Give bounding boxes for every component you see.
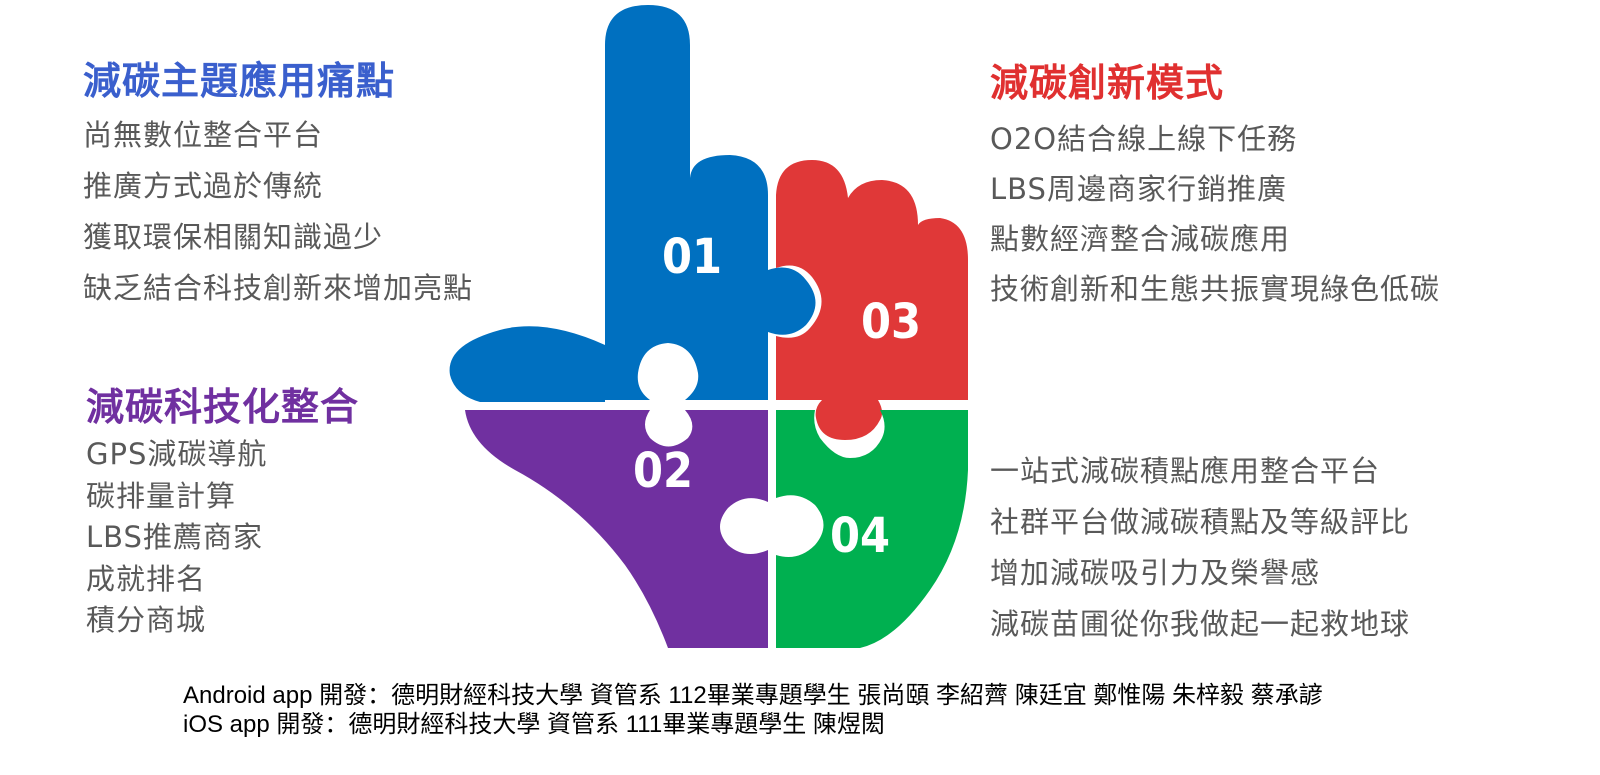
credit-ios: iOS app 開發：德明財經科技大學 資管系 111畢業專題學生 陳煜閎 xyxy=(183,711,885,738)
tech-item: 積分商城 xyxy=(86,603,207,637)
pain-points-heading: 減碳主題應用痛點 xyxy=(83,59,396,103)
tech-item: GPS減碳導航 xyxy=(86,437,268,471)
piece-02-label: 02 xyxy=(633,443,693,499)
innovation-item: 技術創新和生態共振實現綠色低碳 xyxy=(990,272,1441,306)
piece-01-label: 01 xyxy=(662,229,722,285)
tech-item: 碳排量計算 xyxy=(86,478,237,513)
credit-android: Android app 開發：德明財經科技大學 資管系 112畢業專題學生 張尚… xyxy=(183,682,1323,709)
puzzle-piece-01 xyxy=(449,5,816,402)
platform-item: 一站式減碳積點應用整合平台 xyxy=(990,454,1381,488)
puzzle-piece-03 xyxy=(776,160,968,440)
innovation-item: O2O結合線上線下任務 xyxy=(990,122,1298,156)
innovation-item: LBS周邊商家行銷推廣 xyxy=(990,172,1287,206)
piece-02-shape xyxy=(465,410,768,648)
puzzle-piece-04 xyxy=(776,410,968,648)
pain-points-section: 減碳主題應用痛點 尚無數位整合平台 推廣方式過於傳統 獲取環保相關知識過少 缺乏… xyxy=(83,58,473,314)
tech-integration-section: 減碳科技化整合 GPS減碳導航 碳排量計算 LBS推薦商家 成就排名 積分商城 xyxy=(86,384,359,642)
innovation-item: 點數經濟整合減碳應用 xyxy=(990,222,1291,256)
tech-item: LBS推薦商家 xyxy=(86,520,263,554)
platform-item: 減碳苗圃從你我做起一起救地球 xyxy=(990,607,1411,641)
piece-04-shape xyxy=(776,410,968,648)
platform-item: 增加減碳吸引力及榮譽感 xyxy=(990,556,1321,590)
pain-point-item: 推廣方式過於傳統 xyxy=(83,169,324,203)
platform-features-section: 一站式減碳積點應用整合平台 社群平台做減碳積點及等級評比 增加減碳吸引力及榮譽感… xyxy=(990,446,1410,650)
piece-03-shape xyxy=(776,160,968,440)
pain-point-item: 缺乏結合科技創新來增加亮點 xyxy=(83,271,474,305)
innovation-model-section: 減碳創新模式 O2O結合線上線下任務 LBS周邊商家行銷推廣 點數經濟整合減碳應… xyxy=(990,60,1440,314)
platform-item: 社群平台做減碳積點及等級評比 xyxy=(990,505,1411,539)
puzzle-hand-diagram: 01 02 03 04 xyxy=(449,5,968,648)
innovation-model-heading: 減碳創新模式 xyxy=(990,61,1225,105)
tech-integration-heading: 減碳科技化整合 xyxy=(86,385,360,429)
piece-03-label: 03 xyxy=(861,294,921,350)
pain-point-item: 獲取環保相關知識過少 xyxy=(83,220,384,254)
piece-01-shape xyxy=(605,5,816,400)
tech-item: 成就排名 xyxy=(86,561,207,596)
puzzle-piece-02 xyxy=(465,410,768,648)
piece-01-thumb xyxy=(449,326,605,402)
credits: Android app 開發：德明財經科技大學 資管系 112畢業專題學生 張尚… xyxy=(183,681,1323,739)
piece-04-label: 04 xyxy=(830,508,890,564)
pain-point-item: 尚無數位整合平台 xyxy=(83,118,324,152)
